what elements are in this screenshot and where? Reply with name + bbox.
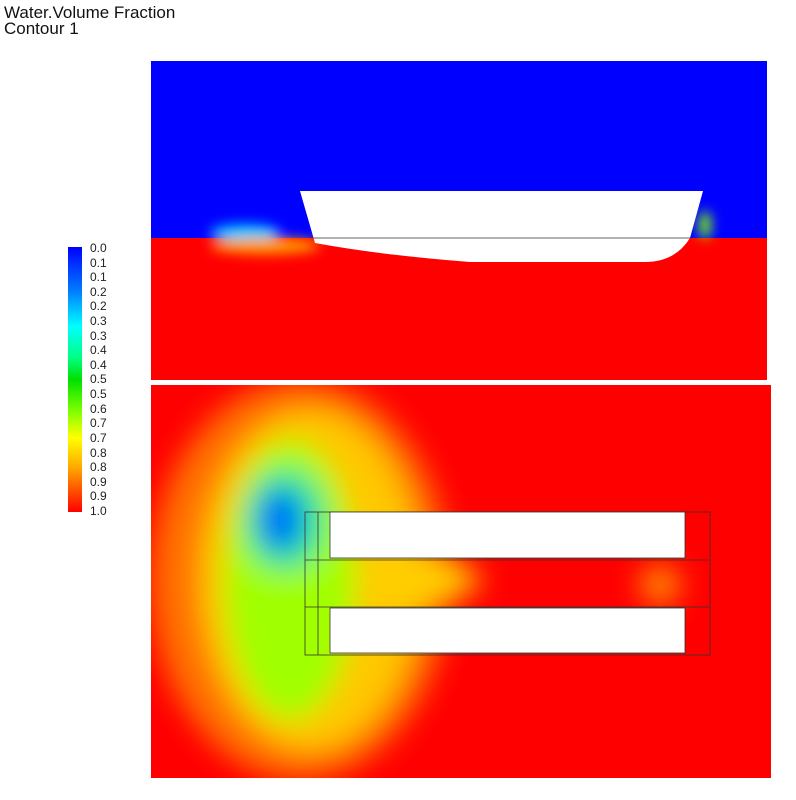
- colorbar-tick-label: 0.8: [90, 445, 107, 460]
- colorbar-tick-label: 0.2: [90, 284, 107, 299]
- colorbar-tick-label: 0.3: [90, 314, 107, 329]
- plot-title: Water.Volume Fraction Contour 1: [4, 3, 176, 38]
- hull-side: [300, 191, 703, 262]
- colorbar-tick-label: 1.0: [90, 503, 107, 518]
- wake-spray: [210, 211, 711, 254]
- hulls: [304, 511, 711, 656]
- colorbar-tick-label: 0.7: [90, 430, 107, 445]
- hull-left: [329, 511, 686, 559]
- contour-name: Contour 1: [4, 19, 79, 38]
- colorbar-tick-label: 0.6: [90, 401, 107, 416]
- aerated-wake: [151, 385, 680, 778]
- colorbar-tick-label: 0.1: [90, 255, 107, 270]
- variable-title: Water.Volume Fraction: [4, 3, 176, 22]
- colorbar-tick-label: 0.7: [90, 416, 107, 431]
- colorbar: [68, 247, 82, 512]
- colorbar-tick-label: 0.4: [90, 357, 107, 372]
- colorbar-ticks: 0.0 0.1 0.1 0.2 0.2 0.3 0.3 0.4 0.4 0.5 0.5 0.6 0.7 0…: [90, 242, 130, 517]
- colorbar-tick-label: 0.9: [90, 474, 107, 489]
- colorbar-tick-label: 0.1: [90, 270, 107, 285]
- colorbar-tick-label: 0.4: [90, 343, 107, 358]
- colorbar-tick-label: 0.0: [90, 241, 107, 255]
- colorbar-tick-label: 0.3: [90, 328, 107, 343]
- side-view-panel: [151, 61, 767, 380]
- colorbar-tick-label: 0.9: [90, 489, 107, 504]
- colorbar-tick-label: 0.2: [90, 299, 107, 314]
- colorbar-tick-label: 0.8: [90, 460, 107, 475]
- hull-right: [329, 607, 686, 654]
- colorbar-tick-label: 0.5: [90, 387, 107, 402]
- colorbar-tick-label: 0.5: [90, 372, 107, 387]
- bottom-view-panel: [151, 385, 771, 778]
